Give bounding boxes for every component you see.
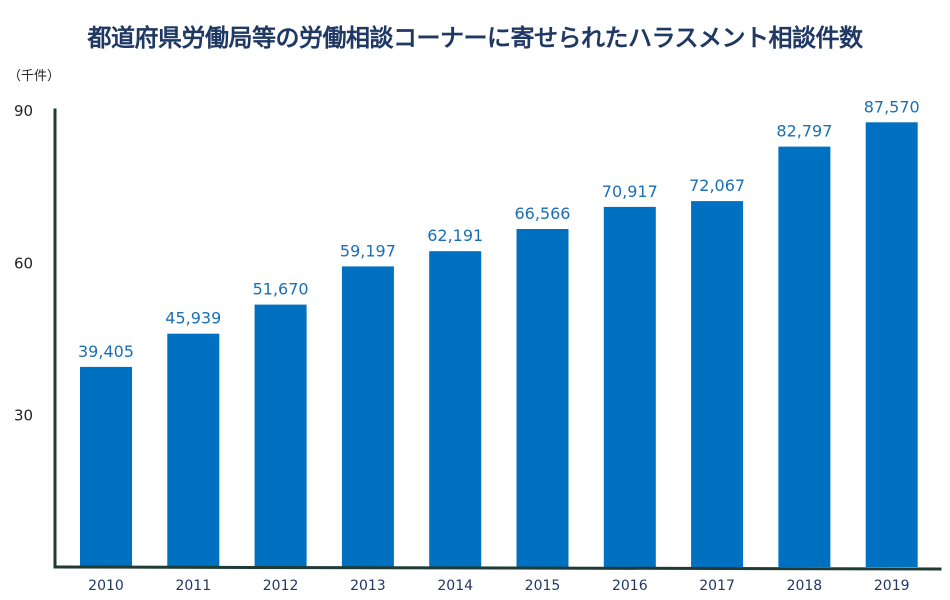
x-tick-label-2016: 2016: [612, 578, 648, 594]
chart-title: 都道府県労働局等の労働相談コーナーに寄せられたハラスメント相談件数: [87, 24, 863, 52]
y-tick-label-60: 60: [14, 254, 33, 272]
x-tick-label-2012: 2012: [263, 578, 299, 594]
bars-layer: [80, 122, 918, 568]
y-tick-label-90: 90: [14, 102, 33, 120]
data-label-2014: 62,191: [427, 226, 483, 245]
bar-2013: [341, 266, 394, 567]
data-label-2017: 72,067: [689, 176, 745, 195]
data-label-2018: 82,797: [776, 122, 832, 141]
bar-2012: [254, 304, 307, 567]
data-label-2019: 87,570: [864, 97, 920, 116]
bar-2019: [865, 122, 918, 568]
x-tick-label-2014: 2014: [437, 578, 473, 594]
y-ticks-layer: 30 60 90: [14, 102, 33, 425]
data-label-2012: 51,670: [253, 280, 309, 299]
x-tick-label-2018: 2018: [787, 578, 823, 594]
x-tick-label-2013: 2013: [350, 578, 386, 594]
x-tick-label-2011: 2011: [175, 578, 211, 594]
data-label-2011: 45,939: [165, 309, 221, 328]
data-label-2013: 59,197: [340, 241, 396, 260]
bar-2010: [80, 366, 132, 567]
data-labels-layer: 39,405 45,939 51,670 59,197 62,191 66,566 70,9…: [78, 97, 920, 361]
bar-2015: [516, 229, 569, 567]
bar-2014: [429, 251, 482, 567]
data-label-2010: 39,405: [78, 342, 134, 361]
data-label-2016: 70,917: [602, 182, 658, 201]
x-tick-label-2015: 2015: [525, 578, 561, 594]
bar-2016: [603, 206, 656, 567]
y-unit-label: （千件）: [8, 69, 60, 84]
data-label-2015: 66,566: [515, 204, 571, 223]
x-tick-label-2010: 2010: [88, 578, 124, 594]
bar-2011: [167, 333, 220, 567]
x-ticks-layer: 2010 2011 2012 2013 2014 2015 2016 2017 2018 2019: [88, 578, 909, 594]
x-axis-line: [53, 565, 942, 571]
x-tick-label-2017: 2017: [699, 578, 735, 594]
y-tick-label-30: 30: [14, 407, 33, 425]
x-tick-label-2019: 2019: [874, 578, 910, 594]
bar-2017: [691, 201, 744, 567]
bar-2018: [778, 146, 831, 567]
